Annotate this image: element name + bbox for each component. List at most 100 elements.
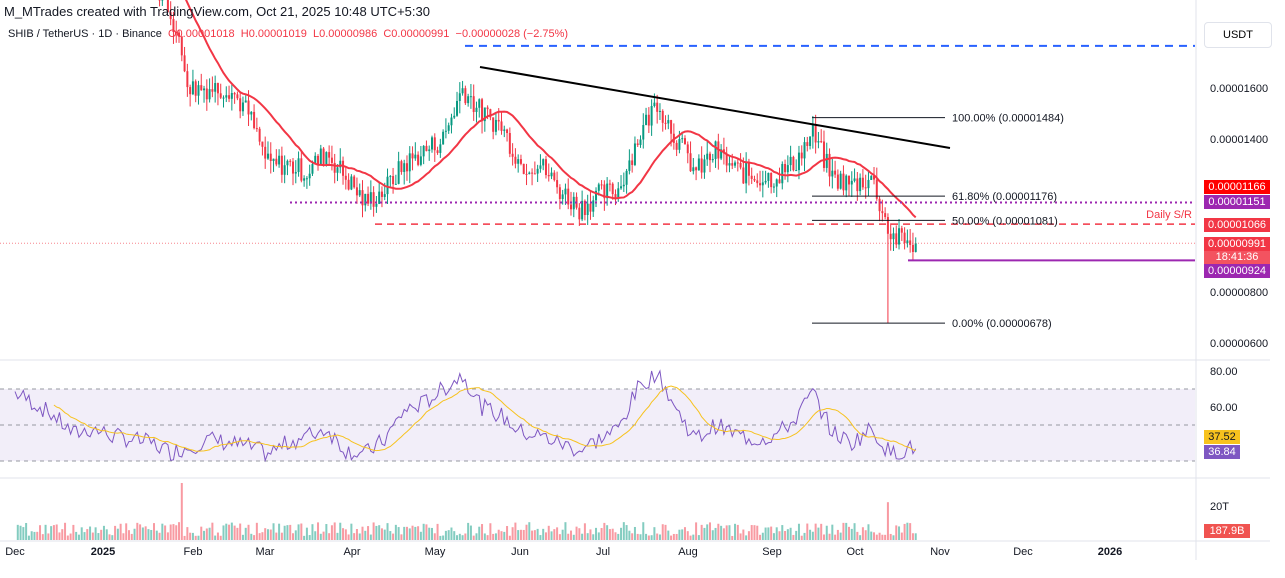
candle-body (308, 173, 311, 179)
volume-bar (586, 533, 589, 540)
volume-bar (761, 532, 764, 540)
volume-bar (842, 522, 845, 540)
volume-bar (133, 528, 136, 540)
candle-body (483, 107, 486, 122)
candle-body (383, 194, 386, 197)
rsi-tick-label: 60.00 (1210, 402, 1238, 414)
candle-body (456, 100, 459, 116)
candle-body (542, 159, 545, 166)
volume-bar (658, 534, 661, 540)
candle-body (175, 32, 178, 34)
volume-bar (353, 533, 356, 540)
volume-bar (269, 529, 272, 540)
candle-body (578, 207, 581, 220)
volume-bar (380, 528, 383, 540)
volume-tick-label: 20T (1210, 501, 1229, 513)
volume-bar (408, 528, 411, 540)
candle-body (292, 161, 294, 174)
volume-bar (770, 526, 773, 540)
volume-bar (739, 533, 742, 540)
volume-bar (241, 534, 244, 540)
volume-bar (722, 528, 725, 540)
volume-bar (472, 535, 475, 540)
candle-body (275, 158, 278, 165)
symbol-name[interactable]: SHIB / TetherUS · 1D · Binance (8, 28, 162, 40)
volume-bar (836, 529, 839, 540)
volume-bar (64, 522, 67, 540)
candle-body (642, 125, 645, 140)
volume-bar (161, 523, 164, 540)
candle-body (570, 204, 572, 210)
descending-trendline (479, 66, 951, 149)
volume-bar (122, 533, 125, 540)
volume-bar (525, 524, 528, 540)
volume-bar (264, 528, 267, 540)
volume-bar (645, 533, 648, 540)
volume-bar (800, 535, 803, 540)
candle-body (436, 150, 439, 153)
candle-body (636, 143, 639, 145)
candle-body (297, 158, 300, 173)
volume-bar (625, 525, 628, 540)
sr-price-tag: 0.00001066 (1204, 218, 1270, 232)
candle-body (725, 153, 728, 166)
volume-bar (806, 523, 809, 540)
volume-bar (330, 525, 333, 540)
volume-bar (717, 523, 720, 540)
candle-body (539, 165, 542, 169)
volume-bar (164, 525, 167, 540)
candle-body (311, 164, 314, 174)
volume-bar (442, 535, 445, 540)
volume-bar (772, 533, 775, 540)
candle-body (222, 97, 225, 99)
candle-body (342, 160, 345, 176)
volume-bar (261, 532, 264, 540)
volume-bar (127, 530, 130, 540)
volume-bar (358, 533, 361, 540)
fib-level-label: 0.00% (0.00000678) (952, 318, 1052, 330)
volume-bar (892, 535, 895, 540)
volume-bar (186, 527, 189, 540)
candle-body (864, 187, 867, 189)
candle-body (695, 167, 698, 171)
candle-body (405, 163, 408, 172)
volume-bar (292, 533, 294, 540)
candle-body (853, 178, 856, 181)
volume-bar (205, 528, 208, 540)
time-axis-label: Sep (762, 546, 782, 558)
currency-button[interactable]: USDT (1204, 22, 1272, 48)
volume-bar (670, 535, 673, 540)
volume-bar (900, 532, 903, 540)
volume-bar (367, 526, 370, 540)
candle-body (414, 154, 417, 159)
candle-body (914, 243, 917, 252)
volume-bar (564, 522, 567, 540)
candle-body (169, 12, 172, 20)
volume-bar (856, 531, 859, 540)
volume-bar (253, 535, 256, 540)
volume-bar (214, 535, 217, 540)
volume-bar (597, 532, 600, 540)
volume-bar (592, 534, 595, 540)
volume-bar (558, 534, 561, 540)
time-axis-label: Jun (511, 546, 529, 558)
candle-body (533, 173, 536, 175)
volume-bar (914, 533, 917, 540)
candle-body (714, 141, 717, 159)
volume-bar (511, 527, 514, 540)
candle-body (753, 178, 756, 181)
volume-bar (125, 523, 128, 540)
fib-level-label: 100.00% (0.00001484) (952, 113, 1064, 125)
candle-body (692, 167, 695, 172)
candle-body (661, 110, 664, 123)
volume-bar (191, 532, 194, 540)
volume-bar (136, 522, 139, 540)
volume-bar (809, 529, 812, 540)
candle-body (422, 145, 425, 157)
volume-bar (266, 529, 269, 540)
volume-bar (628, 530, 631, 540)
volume-bar (355, 529, 358, 540)
volume-bar (889, 533, 892, 540)
volume-bar (414, 526, 417, 540)
